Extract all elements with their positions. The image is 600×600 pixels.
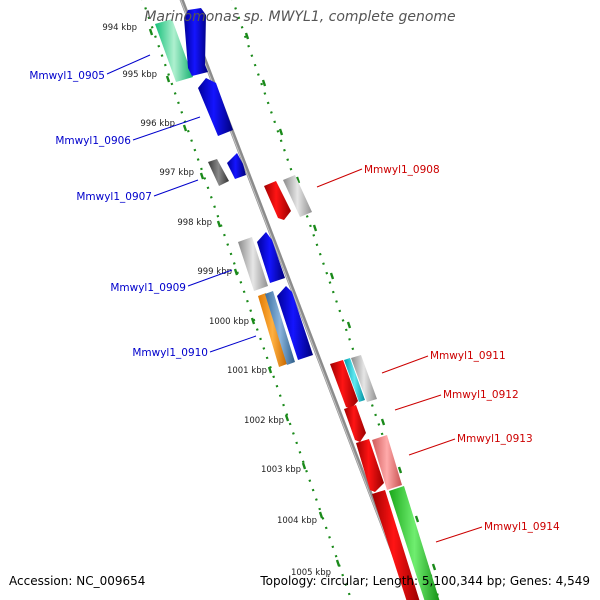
tick-label: 1004 kbp (277, 516, 317, 526)
tick-label: 1000 kbp (209, 317, 249, 327)
gene-mmwyl1-0912[interactable] (344, 405, 366, 442)
map-title: Marinomonas sp. MWYL1, complete genome (144, 9, 456, 25)
leader-line-0912 (394, 394, 442, 411)
gene-mmwyl1-0910[interactable] (277, 286, 313, 360)
leader-line-0911 (381, 355, 429, 374)
gene-gray-0909a[interactable] (238, 237, 268, 291)
gene-label-plus[interactable]: Mmwyl1_0914 (484, 521, 560, 533)
gene-label-plus[interactable]: Mmwyl1_0908 (364, 164, 440, 176)
gene-red-0913b[interactable] (356, 439, 384, 492)
gene-mmwyl1-0905[interactable] (184, 8, 208, 76)
gene-mmwyl1-0906[interactable] (198, 78, 233, 136)
tick-label: 1003 kbp (261, 465, 301, 475)
gene-gray-0908b[interactable] (283, 175, 312, 217)
leader-line-0914 (435, 526, 483, 543)
tick-label: 1005 kbp (291, 568, 331, 578)
gene-label-minus[interactable]: Mmwyl1_0909 (110, 282, 186, 294)
gene-gray-0911b[interactable] (351, 355, 377, 402)
tick-label: 995 kbp (122, 70, 157, 80)
leader-line-0905 (106, 54, 151, 75)
gene-mmwyl1-0914[interactable] (372, 490, 420, 600)
gene-label-plus[interactable]: Mmwyl1_0912 (443, 389, 519, 401)
tick-marks-left (148, 28, 341, 567)
genome-stats-text: Topology: circular; Length: 5,100,344 bp… (260, 574, 590, 588)
gene-label-plus[interactable]: Mmwyl1_0911 (430, 350, 506, 362)
gene-mmwyl1-0907[interactable] (227, 153, 246, 179)
tick-label: 1002 kbp (244, 416, 284, 426)
tick-label: 998 kbp (177, 218, 212, 228)
leader-line-0910 (209, 335, 257, 353)
leader-line-0913 (408, 438, 456, 456)
gene-orange[interactable] (258, 293, 287, 367)
gene-label-minus[interactable]: Mmwyl1_0906 (55, 135, 131, 147)
gene-label-minus[interactable]: Mmwyl1_0907 (76, 191, 152, 203)
gene-cyan[interactable] (344, 358, 365, 402)
leader-line-0906 (132, 116, 201, 141)
tick-label: 994 kbp (102, 23, 137, 33)
gene-label-minus[interactable]: Mmwyl1_0910 (132, 347, 208, 359)
gene-mmwyl1-0909[interactable] (257, 232, 285, 283)
gene-mmwyl1-0908[interactable] (264, 181, 291, 220)
leader-line-0909 (187, 269, 233, 287)
gene-mmwyl1-0911[interactable] (330, 360, 358, 409)
gene-green[interactable] (389, 486, 440, 600)
gene-mmwyl1-0913[interactable] (372, 435, 402, 490)
gene-mint[interactable] (155, 19, 193, 82)
gene-steel-blue[interactable] (265, 291, 295, 365)
tick-label: 997 kbp (159, 168, 194, 178)
tick-label: 996 kbp (140, 119, 175, 129)
gene-label-plus[interactable]: Mmwyl1_0913 (457, 433, 533, 445)
tick-label: 999 kbp (197, 267, 232, 277)
tick-label: 1001 kbp (227, 366, 267, 376)
leader-line-0907 (153, 179, 199, 197)
leader-line-0908 (316, 168, 363, 188)
accession-text: Accession: NC_009654 (9, 574, 146, 588)
gene-label-minus[interactable]: Mmwyl1_0905 (29, 70, 105, 82)
ruler-left (141, 0, 353, 600)
gene-dark-gray[interactable] (208, 159, 229, 186)
